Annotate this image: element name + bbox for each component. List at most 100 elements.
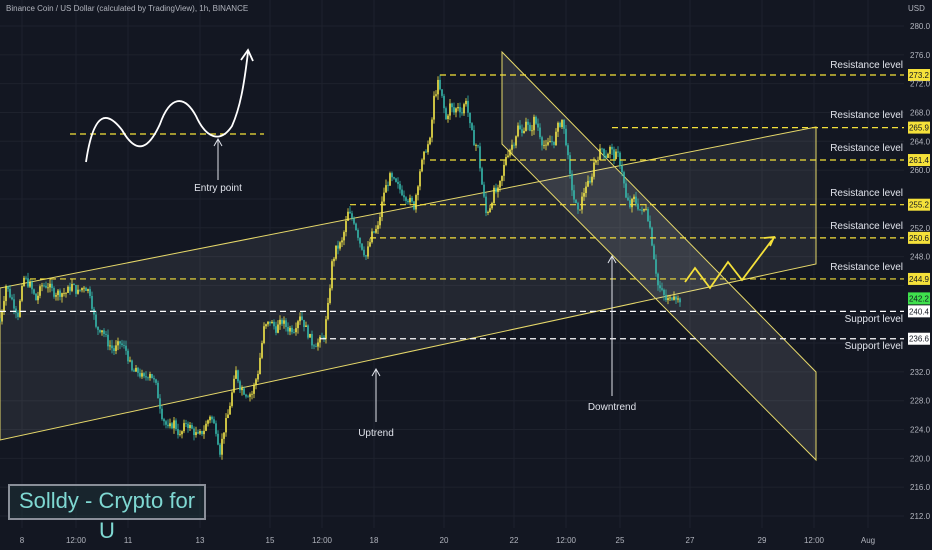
candle-body bbox=[231, 392, 233, 406]
candle-body bbox=[547, 142, 549, 145]
candle-body bbox=[35, 293, 37, 301]
candle-body bbox=[161, 408, 163, 420]
candle-body bbox=[541, 137, 543, 146]
candle-body bbox=[197, 432, 199, 434]
candle-body bbox=[407, 200, 409, 203]
candle-body bbox=[401, 189, 403, 196]
candle-body bbox=[545, 144, 547, 146]
downtrend-channel bbox=[501, 50, 817, 462]
candle-body bbox=[445, 108, 447, 120]
candle-body bbox=[581, 196, 583, 210]
candle-body bbox=[567, 145, 569, 156]
candle-body bbox=[503, 164, 505, 176]
price-tag bbox=[908, 231, 930, 244]
candle-body bbox=[233, 378, 235, 393]
candle-body bbox=[309, 333, 311, 338]
projected-path-line bbox=[684, 239, 773, 290]
candle-body bbox=[405, 197, 407, 201]
currency-label: USD bbox=[908, 4, 925, 13]
candle-body bbox=[383, 192, 385, 202]
candle-body bbox=[323, 336, 325, 340]
candle-body bbox=[287, 326, 289, 332]
candle-body bbox=[121, 343, 123, 345]
candle-body bbox=[217, 433, 219, 445]
candle-body bbox=[527, 121, 529, 125]
y-tick-label: 280.0 bbox=[910, 22, 931, 31]
candle-body bbox=[335, 245, 337, 259]
candle-body bbox=[21, 286, 23, 301]
candle-body bbox=[629, 200, 631, 208]
candle-body bbox=[295, 328, 297, 333]
candle-body bbox=[113, 348, 115, 351]
candle-body bbox=[241, 388, 243, 391]
candle-body bbox=[303, 319, 305, 328]
symbol-title: Binance Coin / US Dollar (calculated by … bbox=[6, 4, 249, 13]
candle-body bbox=[3, 301, 5, 312]
candle-body bbox=[415, 195, 417, 210]
candle-body bbox=[275, 326, 277, 333]
candle-body bbox=[535, 116, 537, 124]
resistance-level-label: Resistance level bbox=[830, 262, 903, 273]
candle-body bbox=[589, 180, 591, 183]
up-arrow-icon bbox=[607, 254, 617, 264]
candle-body bbox=[165, 421, 167, 425]
candle-body bbox=[493, 187, 495, 204]
x-tick-label: 12:00 bbox=[312, 536, 333, 545]
candle-body bbox=[101, 330, 103, 333]
trend-channels bbox=[0, 50, 817, 462]
candle-body bbox=[403, 195, 405, 198]
candle-body bbox=[289, 327, 291, 332]
candle-body bbox=[563, 119, 565, 129]
candle-body bbox=[47, 287, 49, 289]
candle-body bbox=[301, 316, 303, 320]
candle-body bbox=[207, 420, 209, 424]
candle-body bbox=[467, 100, 469, 113]
candle-body bbox=[333, 258, 335, 262]
candle-body bbox=[621, 165, 623, 173]
price-tag-label: 261.4 bbox=[909, 156, 930, 165]
candle-body bbox=[591, 176, 593, 183]
candle-body bbox=[385, 185, 387, 193]
price-tag-label: 240.4 bbox=[909, 307, 930, 316]
price-tag bbox=[908, 69, 930, 81]
candle-body bbox=[135, 367, 137, 372]
candle-body bbox=[549, 141, 551, 143]
candle-body bbox=[531, 130, 533, 132]
resistance-level-label: Resistance level bbox=[830, 188, 903, 199]
candle-body bbox=[109, 345, 111, 347]
candle-body bbox=[573, 190, 575, 200]
resistance-level-label: Resistance level bbox=[830, 60, 903, 71]
candle-body bbox=[483, 184, 485, 197]
candle-body bbox=[267, 321, 269, 325]
candle-body bbox=[439, 79, 441, 90]
candle-body bbox=[291, 327, 293, 333]
candle-body bbox=[429, 137, 431, 145]
candle-body bbox=[647, 208, 649, 222]
candle-body bbox=[353, 218, 355, 224]
candle-body bbox=[71, 284, 73, 291]
x-tick-label: Aug bbox=[861, 536, 875, 545]
candle-body bbox=[477, 145, 479, 147]
price-tag-label: 255.2 bbox=[909, 201, 930, 210]
candle-body bbox=[153, 378, 155, 380]
candle-body bbox=[639, 209, 641, 211]
candle-body bbox=[115, 345, 117, 351]
candle-body bbox=[341, 240, 343, 243]
candle-body bbox=[213, 419, 215, 424]
candle-body bbox=[37, 295, 39, 301]
candle-body bbox=[579, 209, 581, 211]
candle-body bbox=[325, 319, 327, 340]
candle-body bbox=[227, 414, 229, 419]
candle-body bbox=[655, 259, 657, 274]
candle-body bbox=[465, 100, 467, 105]
candle-body bbox=[609, 146, 611, 154]
candle-body bbox=[117, 341, 119, 346]
candle-body bbox=[603, 148, 605, 156]
entry-point-curve bbox=[85, 51, 249, 163]
candle-body bbox=[69, 286, 71, 291]
candle-body bbox=[53, 288, 55, 297]
candle-body bbox=[355, 223, 357, 230]
candle-body bbox=[271, 321, 273, 324]
candle-body bbox=[7, 286, 9, 289]
